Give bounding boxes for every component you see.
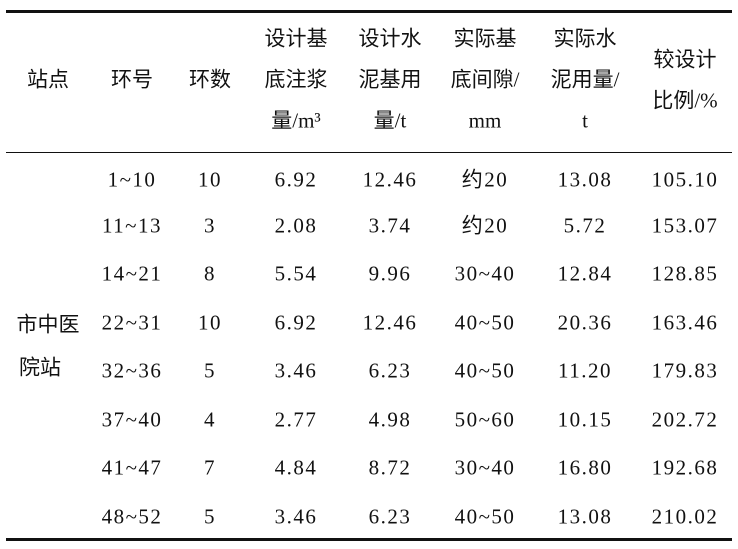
cell-text: 8 [204,261,216,286]
header-text: 泥基用 [358,67,422,92]
cell-text: 7 [204,455,216,480]
top-rule [6,10,732,13]
bottom-rule [6,538,732,541]
header-text: 设计基 [264,26,328,51]
header-text: 环号 [111,67,153,92]
cell-text: 10.15 [557,407,613,432]
header-text: 底注浆 [264,67,328,92]
cell-text: 约20 [461,213,509,238]
cell-text: 163.46 [651,310,719,335]
cell-text: 41~47 [101,455,163,480]
cell-text: 5.72 [563,213,607,238]
cell-text: 40~50 [454,310,516,335]
cell-text: 40~50 [454,504,516,529]
cell-text: 5.54 [274,261,318,286]
cell-text: 2.08 [274,213,318,238]
cell-text: 40~50 [454,358,516,383]
cell-text: 12.84 [557,261,613,286]
header-text: mm [468,108,502,133]
cell-text: 50~60 [454,407,516,432]
header-text: 实际水 [553,26,617,51]
cell-text: 6.92 [274,310,318,335]
cell-text: 32~36 [101,358,163,383]
cell-text: 202.72 [651,407,719,432]
cell-text: 1~10 [107,167,157,192]
header-text: 底间隙/ [450,67,520,92]
cell-text: 10 [198,310,222,335]
header-rule [6,152,732,153]
cell-text: 48~52 [101,504,163,529]
cell-text: 3.46 [274,358,318,383]
cell-text: 192.68 [651,455,719,480]
cell-text: 13.08 [557,504,613,529]
station-name: 市中医 [16,312,80,337]
cell-text: 153.07 [651,213,719,238]
cell-text: 5 [204,358,216,383]
cell-text: 20.36 [557,310,613,335]
cell-text: 210.02 [651,504,719,529]
cell-text: 4.98 [368,407,412,432]
header-text: 实际基 [453,26,517,51]
cell-text: 3 [204,213,216,238]
header-text: 比例/% [652,88,718,112]
cell-text: 6.23 [368,358,412,383]
cell-text: 2.77 [274,407,318,432]
cell-text: 30~40 [454,261,516,286]
cell-text: 105.10 [651,167,719,192]
header-text: 量/m³ [271,108,321,133]
cell-text: 4.84 [274,455,318,480]
header-text: t [582,108,588,133]
cell-text: 12.46 [362,310,418,335]
cell-text: 6.23 [368,504,412,529]
cell-text: 37~40 [101,407,163,432]
header-text: 较设计 [653,47,717,71]
cell-text: 179.83 [651,358,719,383]
cell-text: 6.92 [274,167,318,192]
cell-text: 5 [204,504,216,529]
header-text: 站点 [27,67,69,92]
station-name: 院站 [19,355,61,380]
cell-text: 12.46 [362,167,418,192]
cell-text: 30~40 [454,455,516,480]
cell-text: 8.72 [368,455,412,480]
cell-text: 14~21 [101,261,163,286]
cell-text: 128.85 [651,261,719,286]
header-text: 设计水 [358,26,422,51]
cell-text: 约20 [461,167,509,192]
cell-text: 9.96 [368,261,412,286]
cell-text: 3.74 [368,213,412,238]
header-text: 泥用量/ [550,67,620,92]
cell-text: 13.08 [557,167,613,192]
cell-text: 11.20 [558,358,612,383]
cell-text: 10 [198,167,222,192]
cell-text: 22~31 [101,310,163,335]
cell-text: 3.46 [274,504,318,529]
header-text: 环数 [189,67,231,92]
header-text: 量/t [373,108,407,133]
cell-text: 4 [204,407,216,432]
cell-text: 11~13 [101,213,163,238]
cell-text: 16.80 [557,455,613,480]
